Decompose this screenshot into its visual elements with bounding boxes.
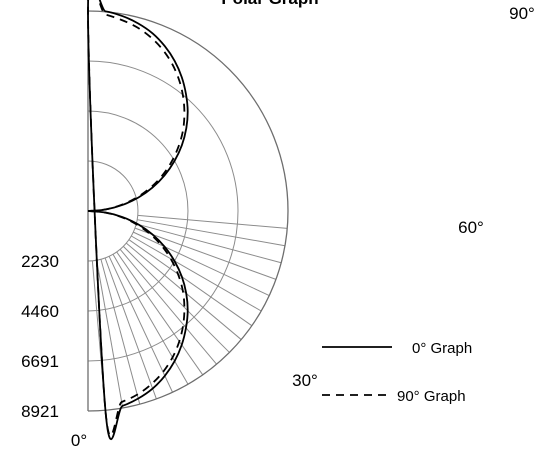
angle-tick-label-90: 90° [509, 4, 535, 23]
grid-spoke-15 [100, 259, 141, 405]
angle-tick-labels: 0° 30° 60° 90° [71, 4, 535, 450]
legend-label-90-graph: 90° Graph [397, 388, 466, 405]
grid-ring-1 [87, 160, 139, 262]
radial-tick-label-8921: 8921 [21, 402, 59, 421]
grid-spoke-80 [137, 219, 286, 247]
grid-spoke-35 [116, 251, 204, 376]
grid-spoke-10 [96, 260, 124, 409]
series-layer [87, 0, 189, 441]
grid-spoke-20 [104, 257, 157, 400]
grid-spoke-65 [133, 231, 270, 296]
radial-tick-label-4460: 4460 [21, 302, 59, 321]
angle-tick-label-0: 0° [71, 431, 87, 450]
grid-spoke-60 [131, 235, 262, 312]
radial-tick-labels: 2230 4460 6691 8921 [21, 252, 59, 421]
radial-tick-label-2230: 2230 [21, 252, 59, 271]
grid-ring-2 [87, 110, 189, 312]
legend: 0° Graph 90° Graph [322, 340, 472, 405]
grid-layer [87, 10, 289, 412]
grid-spoke-70 [134, 227, 277, 280]
radial-tick-label-6691: 6691 [21, 352, 59, 371]
grid-spoke-45 [123, 246, 230, 353]
grid-ring-4 [87, 10, 289, 412]
legend-label-0-graph: 0° Graph [412, 340, 472, 357]
series-line-90-graph [87, 0, 186, 437]
grid-spoke-40 [119, 248, 217, 365]
grid-spoke-75 [136, 223, 282, 264]
grid-ring-3 [87, 60, 239, 362]
grid-spoke-85 [137, 214, 288, 229]
grid-spoke-25 [108, 256, 173, 393]
angle-tick-label-30: 30° [292, 371, 318, 390]
grid-spoke-55 [128, 239, 253, 327]
angle-tick-label-60: 60° [458, 218, 484, 237]
chart-title: Polar Graph [221, 0, 318, 8]
grid-spoke-30 [112, 254, 189, 385]
